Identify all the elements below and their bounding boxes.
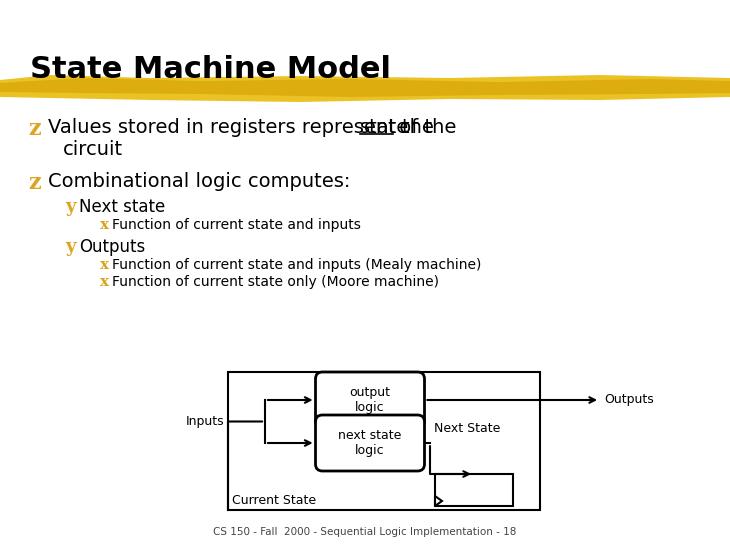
Text: Outputs: Outputs [79, 238, 145, 256]
Text: Values stored in registers represent the: Values stored in registers represent the [48, 118, 440, 137]
Text: Next state: Next state [79, 198, 165, 216]
Text: State Machine Model: State Machine Model [30, 55, 391, 84]
Text: of the: of the [393, 118, 456, 137]
Text: Function of current state and inputs (Mealy machine): Function of current state and inputs (Me… [112, 258, 481, 272]
Text: Inputs: Inputs [185, 415, 224, 428]
Text: x: x [100, 275, 109, 289]
Text: Current State: Current State [232, 494, 316, 507]
Text: circuit: circuit [63, 140, 123, 159]
Polygon shape [435, 496, 442, 506]
Bar [435, 474, 513, 506]
Text: z: z [28, 118, 41, 140]
Text: Function of current state only (Moore machine): Function of current state only (Moore ma… [112, 275, 439, 289]
Polygon shape [0, 75, 730, 102]
Text: Function of current state and inputs: Function of current state and inputs [112, 218, 361, 232]
FancyBboxPatch shape [315, 415, 425, 471]
Text: Next State: Next State [434, 422, 500, 435]
Text: state: state [360, 118, 410, 137]
Polygon shape [0, 78, 730, 97]
Text: Combinational logic computes:: Combinational logic computes: [48, 172, 350, 191]
Text: x: x [100, 218, 109, 232]
Text: x: x [100, 258, 109, 272]
Text: next state
logic: next state logic [338, 429, 402, 457]
Bar [228, 372, 540, 510]
Text: CS 150 - Fall  2000 - Sequential Logic Implementation - 18: CS 150 - Fall 2000 - Sequential Logic Im… [213, 527, 517, 537]
Text: y: y [65, 198, 75, 216]
Text: z: z [28, 172, 41, 194]
Text: output
logic: output logic [350, 386, 391, 414]
FancyBboxPatch shape [315, 372, 425, 428]
Text: y: y [65, 238, 75, 256]
Text: Outputs: Outputs [604, 393, 654, 406]
